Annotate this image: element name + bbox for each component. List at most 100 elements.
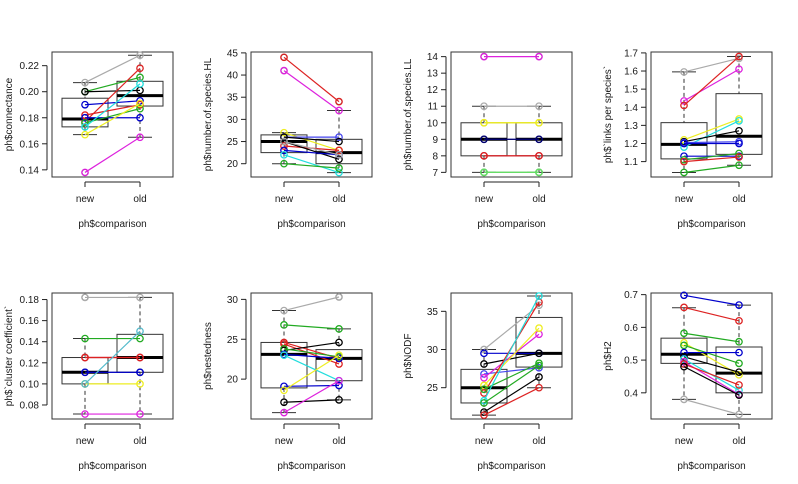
series-point	[81, 410, 89, 418]
series-line	[283, 56, 340, 103]
series-point	[480, 360, 488, 368]
y-axis-title: ph$H2	[603, 341, 614, 371]
series-line	[683, 156, 740, 163]
series-point	[81, 168, 89, 177]
series-line	[683, 68, 740, 102]
series-point	[480, 168, 488, 177]
x-tick-label: new	[76, 194, 95, 205]
series-point	[735, 381, 743, 389]
paired-series	[680, 395, 743, 419]
series-point	[680, 352, 688, 361]
plot-frame	[51, 292, 174, 420]
series-line	[483, 362, 540, 390]
x-axis-title: ph$comparison	[477, 219, 545, 230]
series-point	[735, 153, 743, 161]
series-point	[136, 293, 144, 302]
series-line	[84, 76, 141, 93]
paired-series	[680, 161, 743, 177]
y-tick-label: 0.7	[624, 290, 638, 301]
series-line	[84, 67, 141, 123]
x-tick-label: old	[732, 194, 745, 205]
series-line	[683, 356, 740, 373]
series-point	[535, 330, 543, 339]
paired-series	[680, 291, 743, 309]
series-point	[136, 51, 144, 60]
y-tick-label: 10	[427, 118, 439, 129]
series-point	[535, 135, 543, 144]
series-point	[280, 150, 288, 159]
series-point	[335, 381, 343, 390]
box-iqr	[61, 97, 109, 128]
x-tick-label: new	[275, 436, 294, 447]
series-point	[280, 53, 288, 62]
series-point	[735, 149, 743, 158]
panel-7: 25 30 35 new old ph$comparison ph$NODF	[403, 292, 573, 472]
series-point	[81, 100, 89, 109]
y-tick-label: 30	[427, 345, 439, 356]
paired-series	[81, 410, 144, 418]
series-point	[680, 329, 688, 338]
y-tick-label: 0.20	[20, 87, 40, 98]
series-point	[81, 293, 89, 302]
series-point	[136, 368, 144, 377]
series-point	[335, 338, 343, 347]
series-line	[483, 365, 540, 404]
series-point	[280, 142, 288, 150]
series-line	[283, 136, 340, 143]
y-tick-label: 20	[227, 159, 239, 170]
series-point	[335, 396, 343, 404]
series-line	[283, 296, 340, 312]
series-point	[535, 118, 543, 127]
series-point	[680, 168, 688, 177]
series-line	[283, 399, 340, 403]
x-tick-label: old	[332, 194, 345, 205]
series-point	[735, 126, 743, 135]
x-tick-label: old	[532, 436, 545, 447]
series-point	[535, 349, 543, 358]
series-line	[483, 367, 540, 375]
y-axis-title: ph$NODF	[403, 333, 414, 378]
series-line	[683, 306, 740, 322]
y-tick-label: 35	[427, 307, 439, 318]
x-axis-title: ph$comparison	[277, 219, 345, 230]
series-line	[483, 295, 540, 401]
series-point	[280, 398, 288, 407]
series-point	[535, 301, 543, 310]
series-point	[81, 334, 89, 343]
paired-series	[81, 80, 144, 131]
series-line	[683, 398, 740, 415]
series-point	[136, 80, 144, 88]
y-tick-label: 25	[427, 383, 439, 394]
x-tick-label: old	[133, 436, 146, 447]
series-point	[535, 292, 543, 300]
series-point	[535, 373, 543, 381]
series-point	[335, 164, 343, 172]
paired-series	[680, 352, 743, 377]
series-line	[683, 130, 740, 143]
y-tick-label: 0.18	[20, 113, 40, 124]
y-axis-title: ph$connectance	[4, 77, 15, 151]
series-point	[535, 52, 543, 61]
series-point	[335, 293, 343, 301]
paired-series	[480, 359, 543, 394]
series-line	[683, 118, 740, 141]
paired-series	[81, 99, 144, 139]
series-line	[283, 354, 340, 382]
series-point	[136, 380, 144, 388]
y-axis-title: ph$nestedness	[203, 322, 214, 390]
paired-series	[81, 113, 144, 122]
series-line	[84, 54, 141, 84]
series-line	[683, 164, 740, 174]
series-point	[735, 386, 743, 395]
series-point	[280, 128, 288, 137]
series-point	[280, 408, 288, 417]
series-line	[483, 327, 540, 386]
series-line	[283, 341, 340, 352]
paired-series	[280, 133, 343, 146]
paired-series	[480, 361, 543, 407]
y-tick-label: 0.18	[20, 295, 40, 306]
series-point	[680, 303, 688, 312]
series-point	[480, 411, 488, 420]
box-iqr	[260, 134, 308, 154]
